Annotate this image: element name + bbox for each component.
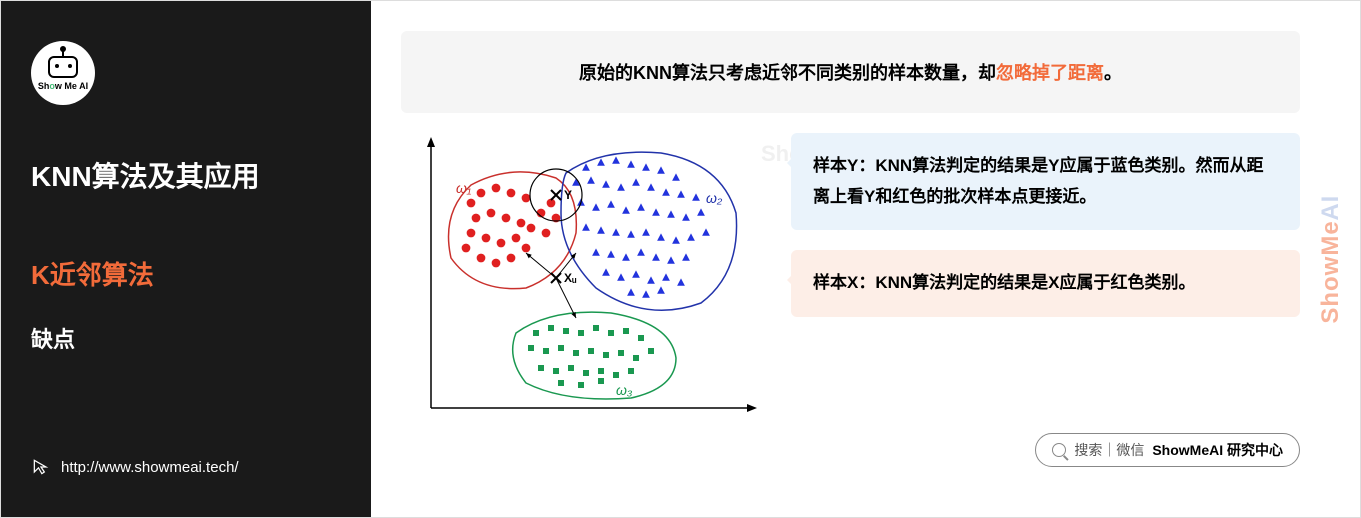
scatter-chart: ω₁ ω₂ ω₃ Y Xᵤ <box>401 123 771 423</box>
svg-text:ω₃: ω₃ <box>616 382 633 398</box>
page-subtitle: K近邻算法 <box>31 255 341 292</box>
search-pill[interactable]: 搜索｜微信 ShowMeAI 研究中心 <box>1035 433 1300 467</box>
search-brand: ShowMeAI 研究中心 <box>1152 440 1283 460</box>
page-title: KNN算法及其应用 <box>31 155 341 195</box>
svg-text:Xᵤ: Xᵤ <box>564 271 577 285</box>
sidebar: Show Me AI KNN算法及其应用 K近邻算法 缺点 http://www… <box>1 1 371 517</box>
headline-box: 原始的KNN算法只考虑近邻不同类别的样本数量，却忽略掉了距离。 <box>401 31 1300 113</box>
callout-sample-y: 样本Y：KNN算法判定的结果是Y应属于蓝色类别。然而从距离上看Y和红色的批次样本… <box>791 133 1300 230</box>
logo-text: Show Me AI <box>38 81 88 91</box>
section-label: 缺点 <box>31 322 341 354</box>
callout-sample-x: 样本X：KNN算法判定的结果是X应属于红色类别。 <box>791 250 1300 317</box>
footer: http://www.showmeai.tech/ <box>31 457 341 477</box>
slide-container: Show Me AI KNN算法及其应用 K近邻算法 缺点 http://www… <box>0 0 1361 518</box>
watermark-right: ShowMeAI <box>1317 194 1345 323</box>
search-icon <box>1052 443 1066 457</box>
headline-text: 原始的KNN算法只考虑近邻不同类别的样本数量，却 <box>579 63 996 83</box>
search-label: 搜索｜微信 <box>1074 440 1144 460</box>
footer-url[interactable]: http://www.showmeai.tech/ <box>61 459 239 476</box>
svg-text:Y: Y <box>564 188 572 202</box>
headline-highlight: 忽略掉了距离 <box>996 63 1104 83</box>
main-content: ShowMeAI 原始的KNN算法只考虑近邻不同类别的样本数量，却忽略掉了距离。… <box>371 1 1360 517</box>
robot-icon <box>48 56 78 78</box>
logo: Show Me AI <box>31 41 95 105</box>
svg-text:ω₁: ω₁ <box>456 180 472 196</box>
cursor-icon <box>31 457 51 477</box>
svg-text:ω₂: ω₂ <box>706 190 723 206</box>
